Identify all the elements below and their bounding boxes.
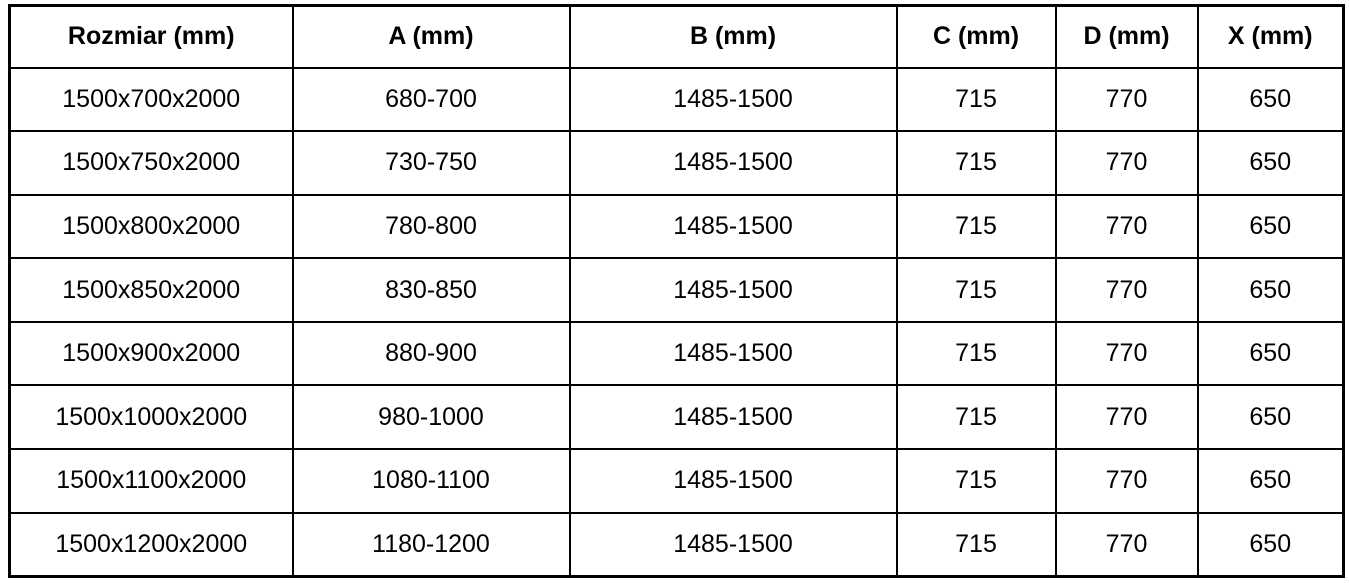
table-cell: 715	[895, 130, 1057, 196]
table-cell: 1485-1500	[568, 66, 898, 133]
table-cell: 1500x850x2000	[8, 257, 294, 323]
table-cell: 830-850	[291, 257, 571, 323]
table-row: 1500x700x2000 680-700 1485-1500 715 770 650	[8, 66, 1345, 133]
table-cell: 650	[1196, 257, 1345, 323]
table-row: 1500x900x2000 880-900 1485-1500 715 770 650	[8, 320, 1345, 387]
table-cell: 650	[1196, 448, 1345, 514]
header-row: Rozmiar (mm) A (mm) B (mm) C (mm) D (mm)…	[8, 4, 1345, 69]
table-cell: 1500x900x2000	[8, 320, 294, 387]
table-cell: 770	[1054, 130, 1199, 196]
table-cell: 650	[1196, 66, 1345, 133]
column-header-c: C (mm)	[895, 4, 1057, 69]
table-cell: 1485-1500	[568, 384, 898, 451]
table-cell: 680-700	[291, 66, 571, 133]
table-cell: 1485-1500	[568, 320, 898, 387]
table-cell: 715	[895, 384, 1057, 451]
table-row: 1500x1000x2000 980-1000 1485-1500 715 770 650	[8, 384, 1345, 451]
table-cell: 1485-1500	[568, 511, 898, 578]
table-cell: 1485-1500	[568, 448, 898, 514]
table-row: 1500x850x2000 830-850 1485-1500 715 770 650	[8, 257, 1345, 323]
table-row: 1500x800x2000 780-800 1485-1500 715 770 650	[8, 193, 1345, 260]
table-cell: 1180-1200	[291, 511, 571, 578]
table-cell: 1500x750x2000	[8, 130, 294, 196]
table-cell: 715	[895, 511, 1057, 578]
table-cell: 770	[1054, 320, 1199, 387]
column-header-b: B (mm)	[568, 4, 898, 69]
table-cell: 715	[895, 257, 1057, 323]
table-cell: 1485-1500	[568, 193, 898, 260]
table-cell: 650	[1196, 511, 1345, 578]
table-cell: 1485-1500	[568, 257, 898, 323]
table-cell: 650	[1196, 320, 1345, 387]
table-cell: 770	[1054, 66, 1199, 133]
table-cell: 650	[1196, 130, 1345, 196]
table-body: 1500x700x2000 680-700 1485-1500 715 770 650 15…	[8, 66, 1345, 578]
table-row: 1500x1100x2000 1080-1100 1485-1500 715 770 65…	[8, 448, 1345, 514]
column-header-rozmiar: Rozmiar (mm)	[8, 4, 294, 69]
table-cell: 715	[895, 448, 1057, 514]
table-cell: 780-800	[291, 193, 571, 260]
table-row: 1500x1200x2000 1180-1200 1485-1500 715 770 65…	[8, 511, 1345, 578]
table-cell: 880-900	[291, 320, 571, 387]
table-cell: 770	[1054, 193, 1199, 260]
table-cell: 1080-1100	[291, 448, 571, 514]
table-cell: 715	[895, 193, 1057, 260]
table-cell: 715	[895, 320, 1057, 387]
table-cell: 715	[895, 66, 1057, 133]
table-cell: 770	[1054, 257, 1199, 323]
table-cell: 730-750	[291, 130, 571, 196]
table-cell: 770	[1054, 511, 1199, 578]
table-cell: 1500x1200x2000	[8, 511, 294, 578]
column-header-a: A (mm)	[291, 4, 571, 69]
table-cell: 770	[1054, 384, 1199, 451]
table-cell: 1500x1000x2000	[8, 384, 294, 451]
table-cell: 770	[1054, 448, 1199, 514]
column-header-d: D (mm)	[1054, 4, 1199, 69]
table-cell: 1500x700x2000	[8, 66, 294, 133]
dimensions-table: Rozmiar (mm) A (mm) B (mm) C (mm) D (mm)…	[8, 4, 1345, 578]
table-cell: 1500x800x2000	[8, 193, 294, 260]
table-cell: 650	[1196, 193, 1345, 260]
table-row: 1500x750x2000 730-750 1485-1500 715 770 650	[8, 130, 1345, 196]
column-header-x: X (mm)	[1196, 4, 1345, 69]
table-cell: 1485-1500	[568, 130, 898, 196]
table-cell: 1500x1100x2000	[8, 448, 294, 514]
table-cell: 980-1000	[291, 384, 571, 451]
table-cell: 650	[1196, 384, 1345, 451]
